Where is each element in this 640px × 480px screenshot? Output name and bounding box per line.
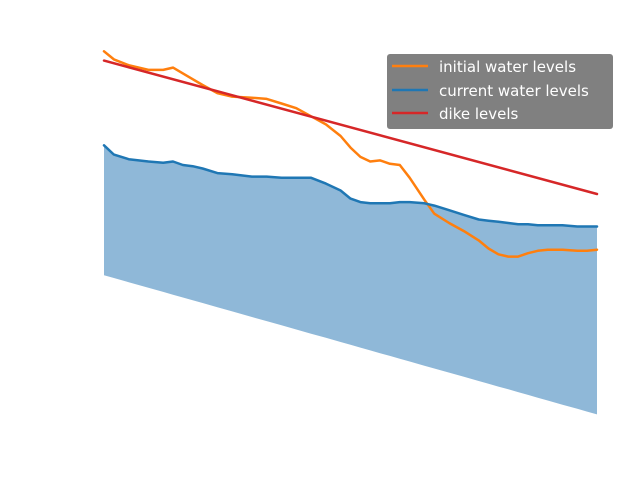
legend-item-initial-water-levels: initial water levels xyxy=(392,58,576,76)
legend: initial water levels current water level… xyxy=(387,54,613,129)
series-line-current-water-levels xyxy=(102,144,599,228)
legend-label-initial: initial water levels xyxy=(439,58,576,76)
series-line-initial-water-levels xyxy=(102,50,599,258)
legend-box xyxy=(387,54,613,129)
legend-item-current-water-levels: current water levels xyxy=(392,82,589,100)
legend-item-dike-levels: dike levels xyxy=(392,105,519,123)
plot-area xyxy=(102,50,599,415)
legend-label-dike: dike levels xyxy=(439,105,519,123)
series-line-dike-levels xyxy=(102,59,599,196)
legend-label-current: current water levels xyxy=(439,82,589,100)
water-area-fill xyxy=(104,145,597,415)
